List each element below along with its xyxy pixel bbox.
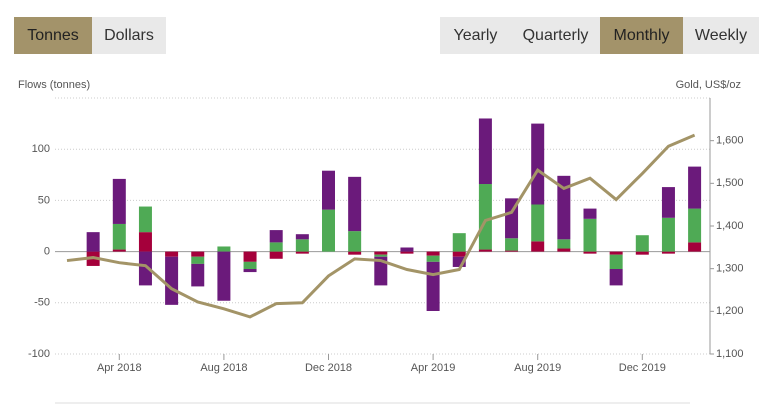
y-tick-label: 50 [38, 194, 50, 206]
y-tick-label: -100 [28, 348, 50, 360]
bar-segment [661, 217, 675, 252]
bar-segment [243, 269, 257, 273]
bar-segment [191, 263, 205, 287]
bar-segment [505, 238, 519, 251]
bar-segment [426, 251, 440, 256]
y2-tick-label: 1,600 [716, 135, 744, 147]
y2-tick-label: 1,200 [716, 305, 744, 317]
bar-segment [138, 206, 152, 233]
bar-segment [112, 249, 126, 252]
bar-segment [243, 251, 257, 262]
bar-segment [635, 235, 649, 252]
bar-segment [165, 251, 179, 257]
bar-segment [478, 118, 492, 185]
bar-segment [191, 251, 205, 257]
bar-segment [557, 175, 571, 240]
bar-segment [243, 261, 257, 270]
bar-segment [86, 232, 100, 252]
bar-segment [661, 251, 675, 254]
bar-segment [583, 251, 597, 254]
bar-segment [217, 246, 231, 252]
bar-segment [505, 250, 519, 252]
bar-segment [322, 170, 335, 210]
y-axis-title: Flows (tonnes) [18, 79, 90, 91]
y2-tick-label: 1,500 [716, 177, 744, 189]
bar-segment [688, 166, 702, 209]
bar-segment [609, 269, 623, 286]
y-tick-label: -50 [34, 297, 50, 309]
bar-segment [531, 204, 545, 242]
x-tick-label: Dec 2018 [305, 362, 352, 374]
bar-segment [374, 256, 388, 286]
bar-segment [269, 251, 283, 259]
y-tick-label: 100 [32, 143, 50, 155]
bar-segment [217, 251, 231, 301]
x-tick-label: Aug 2019 [514, 362, 561, 374]
bar-segment [452, 256, 466, 267]
bar-segment [191, 256, 205, 264]
y2-axis-title: Gold, US$/oz [676, 79, 741, 91]
bar-segment [426, 261, 440, 311]
bar-segment [557, 239, 571, 249]
bar-segment [635, 251, 649, 255]
toggle-button[interactable]: Tonnes [14, 17, 92, 54]
bar-segment [348, 176, 362, 232]
x-tick-label: Apr 2019 [411, 362, 456, 374]
bar-segment [426, 255, 440, 262]
bar-segment [688, 208, 702, 243]
bar-segment [295, 239, 309, 252]
bar-segment [661, 187, 675, 218]
bar-segment [138, 232, 152, 252]
bar-segment [112, 178, 126, 224]
bar-segment [269, 242, 283, 252]
bar-segment [269, 230, 283, 243]
bar-segment [583, 218, 597, 252]
toggle-button[interactable]: Yearly [440, 17, 511, 54]
y2-tick-label: 1,100 [716, 348, 744, 360]
bar-segment [609, 254, 623, 270]
bar-segment [688, 242, 702, 252]
gold-price-line [66, 133, 696, 319]
bar-segment [557, 248, 571, 252]
bar-segment [583, 208, 597, 219]
bar-segment [112, 223, 126, 250]
toggle-button[interactable]: Dollars [92, 17, 166, 54]
toggle-button[interactable]: Weekly [683, 17, 759, 54]
x-tick-label: Aug 2018 [200, 362, 247, 374]
bar-segment [348, 231, 362, 252]
toggle-button[interactable]: Quarterly [511, 17, 600, 54]
bar-segment [609, 251, 623, 255]
bar-segment [478, 249, 492, 252]
bar-segment [374, 254, 388, 257]
bar-segment [400, 251, 414, 254]
bar-segment [452, 251, 466, 257]
bar-segment [531, 123, 545, 205]
x-tick-label: Dec 2019 [619, 362, 666, 374]
bar-segment [295, 234, 309, 240]
bar-segment [531, 241, 545, 252]
toggle-button[interactable]: Monthly [600, 17, 683, 54]
bar-segment [478, 184, 492, 250]
bar-segment [295, 251, 309, 254]
y2-tick-label: 1,300 [716, 263, 744, 275]
bar-segment [138, 251, 152, 286]
bar-segment [348, 251, 362, 255]
bar-segment [452, 233, 466, 252]
bar-segment [374, 251, 388, 255]
bar-segment [400, 247, 414, 252]
bar-segment [322, 209, 335, 252]
y2-tick-label: 1,400 [716, 220, 744, 232]
x-tick-label: Apr 2018 [97, 362, 142, 374]
y-tick-label: 0 [44, 246, 50, 258]
bar-segment [165, 256, 179, 305]
